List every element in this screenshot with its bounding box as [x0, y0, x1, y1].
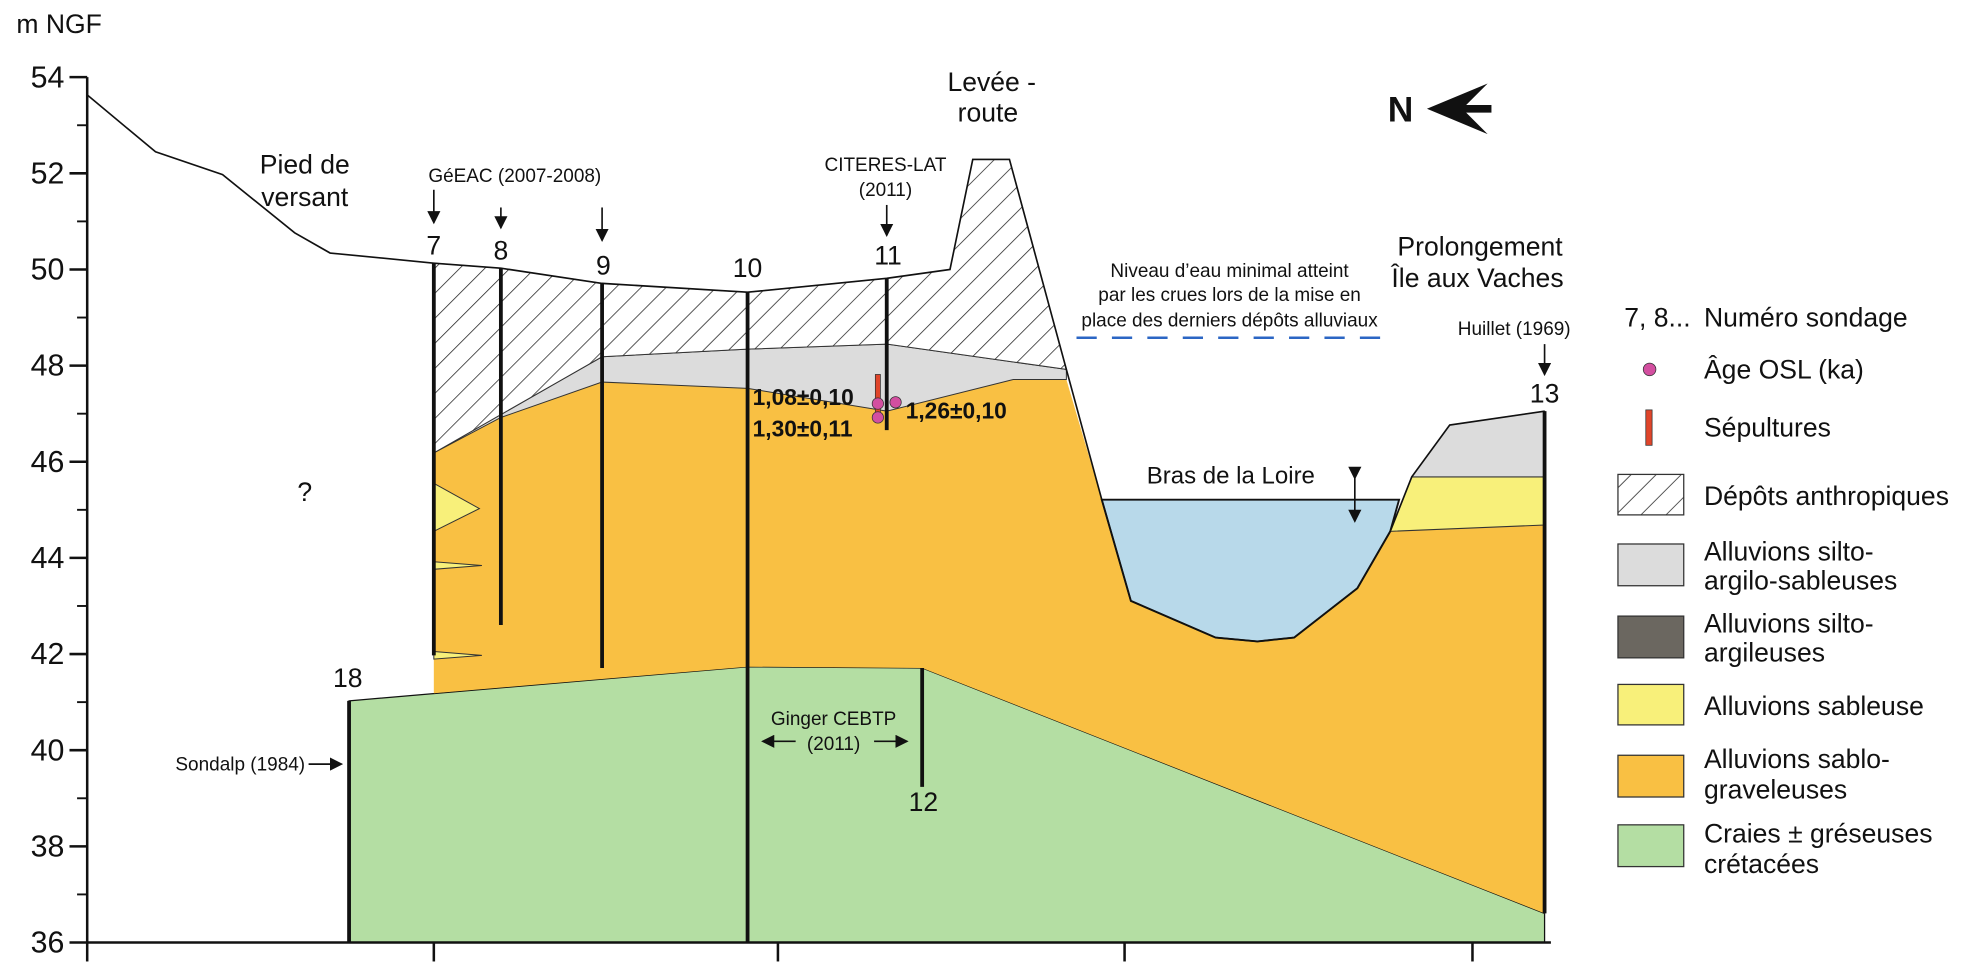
osl-dot	[872, 398, 883, 409]
sand-layer-right	[1390, 477, 1544, 531]
legend-osl-dot	[1643, 363, 1656, 376]
legend-swatch	[1618, 544, 1684, 586]
legend-swatch	[1618, 755, 1684, 797]
borehole-number: 9	[596, 251, 611, 281]
place-label: Île aux Vaches	[1390, 263, 1563, 293]
osl-age: 1,08±0,10	[753, 384, 854, 410]
borehole-number: 7	[426, 230, 441, 260]
legend-label: Âge OSL (ka)	[1704, 354, 1864, 384]
legend-label: Alluvions silto-	[1704, 536, 1874, 566]
unknown-mark: ?	[297, 477, 312, 507]
page: m NGF N Pied de versant Levée - route Pr…	[0, 0, 1986, 964]
legend-label: Sépultures	[1704, 412, 1831, 442]
cross-section: m NGF N Pied de versant Levée - route Pr…	[0, 0, 1986, 964]
y-tick-label: 54	[31, 61, 65, 94]
legend-label: argilo-sableuses	[1704, 566, 1897, 596]
legend-symbol: 7, 8...	[1624, 302, 1690, 332]
source-label: (2011)	[807, 734, 860, 755]
place-label: route	[958, 97, 1019, 127]
note: par les crues lors de la mise en	[1098, 285, 1361, 306]
borehole-number: 8	[493, 235, 508, 265]
borehole-number: 10	[733, 253, 763, 283]
y-tick-label: 44	[31, 542, 65, 575]
source-label: Sondalp (1984)	[175, 754, 305, 775]
y-tick-label: 38	[31, 830, 65, 863]
place-label: Pied de	[260, 149, 350, 179]
legend: 7, 8... Numéro sondage Âge OSL (ka) Sépu…	[1618, 302, 1949, 879]
source-label: (2011)	[859, 180, 912, 201]
y-tick-label: 36	[31, 927, 65, 960]
legend-burial	[1646, 410, 1652, 445]
y-tick-label: 52	[31, 157, 65, 190]
osl-dot	[890, 397, 901, 408]
place-label: Bras de la Loire	[1147, 462, 1315, 489]
legend-swatch	[1618, 616, 1684, 658]
osl-age: 1,26±0,10	[906, 398, 1007, 424]
source-label: Huillet (1969)	[1458, 319, 1571, 340]
osl-dot	[872, 412, 883, 423]
legend-swatch	[1618, 684, 1684, 724]
source-label: GéEAC (2007-2008)	[428, 166, 601, 187]
note: place des derniers dépôts alluviaux	[1081, 310, 1378, 331]
place-label: versant	[261, 182, 349, 212]
borehole-number: 13	[1530, 378, 1560, 408]
legend-swatch	[1618, 825, 1684, 867]
legend-label: Alluvions silto-	[1704, 609, 1874, 639]
borehole-number: 18	[333, 663, 363, 693]
y-tick-label: 50	[31, 254, 65, 287]
north-label: N	[1388, 89, 1414, 129]
note: Niveau d’eau minimal atteint	[1110, 261, 1349, 282]
borehole-number: 12	[909, 787, 939, 817]
y-axis-label: m NGF	[16, 9, 102, 39]
osl-age: 1,30±0,11	[753, 415, 853, 441]
legend-label: Dépôts anthropiques	[1704, 481, 1949, 511]
legend-label: Alluvions sablo-	[1704, 744, 1890, 774]
source-label: CITERES-LAT	[825, 155, 947, 176]
y-tick-label: 48	[31, 350, 65, 383]
north-arrow	[1427, 83, 1492, 134]
legend-label: graveleuses	[1704, 774, 1847, 804]
y-tick-label: 40	[31, 734, 65, 767]
legend-label: argileuses	[1704, 638, 1825, 668]
legend-label: Craies ± gréseuses	[1704, 819, 1933, 849]
y-tick-label: 42	[31, 638, 65, 671]
source-label: Ginger CEBTP	[771, 709, 896, 730]
legend-label: crétacées	[1704, 849, 1819, 879]
borehole-number: 11	[874, 240, 902, 270]
legend-label: Alluvions sableuse	[1704, 691, 1924, 721]
legend-swatch	[1618, 474, 1684, 514]
place-label: Levée -	[947, 67, 1036, 97]
place-label: Prolongement	[1397, 232, 1563, 262]
y-tick-label: 46	[31, 446, 65, 479]
legend-label: Numéro sondage	[1704, 302, 1908, 332]
